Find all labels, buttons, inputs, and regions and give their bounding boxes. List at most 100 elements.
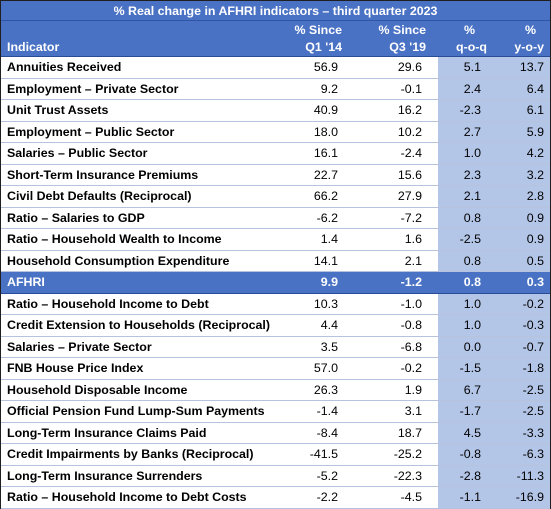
- header-sub-qoq: %: [438, 20, 495, 38]
- row-since-q3-19: 10.2: [354, 121, 438, 143]
- row-qoq: 2.7: [438, 121, 495, 143]
- table-row: Household Disposable Income 26.3 1.9 6.7 -2.…: [1, 379, 550, 401]
- row-label: Salaries – Private Sector: [1, 336, 269, 358]
- row-yoy: -3.3: [495, 422, 550, 444]
- row-since-q3-19: -1.0: [354, 293, 438, 315]
- row-yoy: 5.9: [495, 121, 550, 143]
- row-label: FNB House Price Index: [1, 357, 269, 380]
- table-row: Salaries – Private Sector 3.5 -6.8 0.0 -0.7: [1, 336, 550, 358]
- row-qoq: -1.7: [438, 400, 495, 423]
- header-sub-since-q1-14: % Since: [269, 20, 354, 38]
- table-body: Annuities Received 56.9 29.6 5.1 13.7 Employm…: [1, 56, 550, 509]
- table-row: FNB House Price Index 57.0 -0.2 -1.5 -1.8: [1, 357, 550, 380]
- row-since-q3-19: -25.2: [354, 443, 438, 466]
- row-since-q1-14: 9.9: [269, 271, 354, 294]
- row-yoy: 0.9: [495, 207, 550, 229]
- row-since-q1-14: -5.2: [269, 465, 354, 487]
- row-yoy: -0.7: [495, 336, 550, 358]
- header-q1-14: Q1 '14: [269, 38, 354, 57]
- table-title: % Real change in AFHRI indicators – thir…: [1, 1, 550, 21]
- row-since-q3-19: 18.7: [354, 422, 438, 444]
- table-row: Employment – Public Sector 18.0 10.2 2.7 5.9: [1, 121, 550, 143]
- row-label: Unit Trust Assets: [1, 99, 269, 122]
- row-qoq: -2.3: [438, 99, 495, 122]
- row-yoy: 0.5: [495, 250, 550, 272]
- row-yoy: -1.8: [495, 357, 550, 380]
- row-since-q1-14: 40.9: [269, 99, 354, 122]
- row-since-q3-19: 3.1: [354, 400, 438, 423]
- row-qoq: 5.1: [438, 56, 495, 79]
- row-label: Ratio – Salaries to GDP: [1, 207, 269, 229]
- row-yoy: 6.1: [495, 99, 550, 122]
- table-row: Ratio – Household Income to Debt 10.3 -1.0…: [1, 293, 550, 315]
- row-since-q3-19: 27.9: [354, 185, 438, 208]
- row-qoq: 1.0: [438, 142, 495, 165]
- row-yoy: -0.2: [495, 293, 550, 315]
- row-yoy: 13.7: [495, 56, 550, 79]
- row-yoy: -2.5: [495, 400, 550, 423]
- table-row: Ratio – Salaries to GDP -6.2 -7.2 0.8 0.9: [1, 207, 550, 229]
- row-qoq: -0.8: [438, 443, 495, 466]
- row-label: Civil Debt Defaults (Reciprocal): [1, 185, 269, 208]
- row-since-q1-14: 26.3: [269, 379, 354, 401]
- row-since-q3-19: -0.8: [354, 314, 438, 337]
- row-qoq: 4.5: [438, 422, 495, 444]
- row-since-q1-14: -8.4: [269, 422, 354, 444]
- row-since-q3-19: -1.2: [354, 271, 438, 294]
- row-yoy: -11.3: [495, 465, 550, 487]
- row-qoq: 2.1: [438, 185, 495, 208]
- row-label: Annuities Received: [1, 56, 269, 79]
- row-qoq: 0.0: [438, 336, 495, 358]
- row-since-q1-14: -2.2: [269, 486, 354, 509]
- table-row: Credit Impairments by Banks (Reciprocal)…: [1, 443, 550, 466]
- row-yoy: 6.4: [495, 78, 550, 100]
- row-label: AFHRI: [1, 271, 269, 294]
- row-since-q3-19: 29.6: [354, 56, 438, 79]
- row-yoy: -2.5: [495, 379, 550, 401]
- row-since-q1-14: 14.1: [269, 250, 354, 272]
- table-row: Short-Term Insurance Premiums 22.7 15.6 2.3…: [1, 164, 550, 186]
- row-label: Short-Term Insurance Premiums: [1, 164, 269, 186]
- row-qoq: -2.8: [438, 465, 495, 487]
- row-qoq: -1.5: [438, 357, 495, 380]
- row-since-q3-19: -0.1: [354, 78, 438, 100]
- row-label: Household Disposable Income: [1, 379, 269, 401]
- table-row: Credit Extension to Households (Reciproc…: [1, 314, 550, 337]
- row-since-q3-19: 1.9: [354, 379, 438, 401]
- table-row: Ratio – Household Income to Debt Costs -2…: [1, 486, 550, 509]
- table-row: Ratio – Household Wealth to Income 1.4 1.6…: [1, 228, 550, 251]
- header-sub-since-q3-19: % Since: [354, 20, 438, 38]
- row-since-q3-19: 2.1: [354, 250, 438, 272]
- row-since-q3-19: 15.6: [354, 164, 438, 186]
- row-since-q3-19: -22.3: [354, 465, 438, 487]
- row-label: Credit Extension to Households (Reciproc…: [1, 314, 270, 337]
- row-qoq: 2.3: [438, 164, 495, 186]
- row-since-q3-19: -7.2: [354, 207, 438, 229]
- row-yoy: 0.9: [495, 228, 550, 251]
- header-subrow: % Since % Since % %: [1, 20, 550, 38]
- row-yoy: 3.2: [495, 164, 550, 186]
- table-row: Annuities Received 56.9 29.6 5.1 13.7: [1, 56, 550, 79]
- row-since-q3-19: -0.2: [354, 357, 438, 380]
- row-since-q1-14: 16.1: [269, 142, 354, 165]
- row-since-q3-19: 16.2: [354, 99, 438, 122]
- header-q3-19: Q3 '19: [354, 38, 438, 57]
- row-since-q1-14: 9.2: [269, 78, 354, 100]
- row-since-q3-19: -2.4: [354, 142, 438, 165]
- header-indicator: Indicator: [1, 38, 269, 57]
- row-since-q1-14: 57.0: [269, 357, 354, 380]
- row-label: Ratio – Household Income to Debt: [1, 293, 269, 315]
- row-label: Ratio – Household Wealth to Income: [1, 228, 269, 251]
- row-yoy: 0.3: [495, 271, 550, 294]
- header-qoq: q-o-q: [438, 38, 495, 57]
- row-since-q3-19: 1.6: [354, 228, 438, 251]
- row-yoy: 4.2: [495, 142, 550, 165]
- row-label: Employment – Private Sector: [1, 78, 269, 100]
- row-label: Employment – Public Sector: [1, 121, 269, 143]
- row-label: Credit Impairments by Banks (Reciprocal): [1, 443, 269, 466]
- row-since-q1-14: 66.2: [269, 185, 354, 208]
- header-yoy: y-o-y: [495, 38, 550, 57]
- row-yoy: -16.9: [495, 486, 550, 509]
